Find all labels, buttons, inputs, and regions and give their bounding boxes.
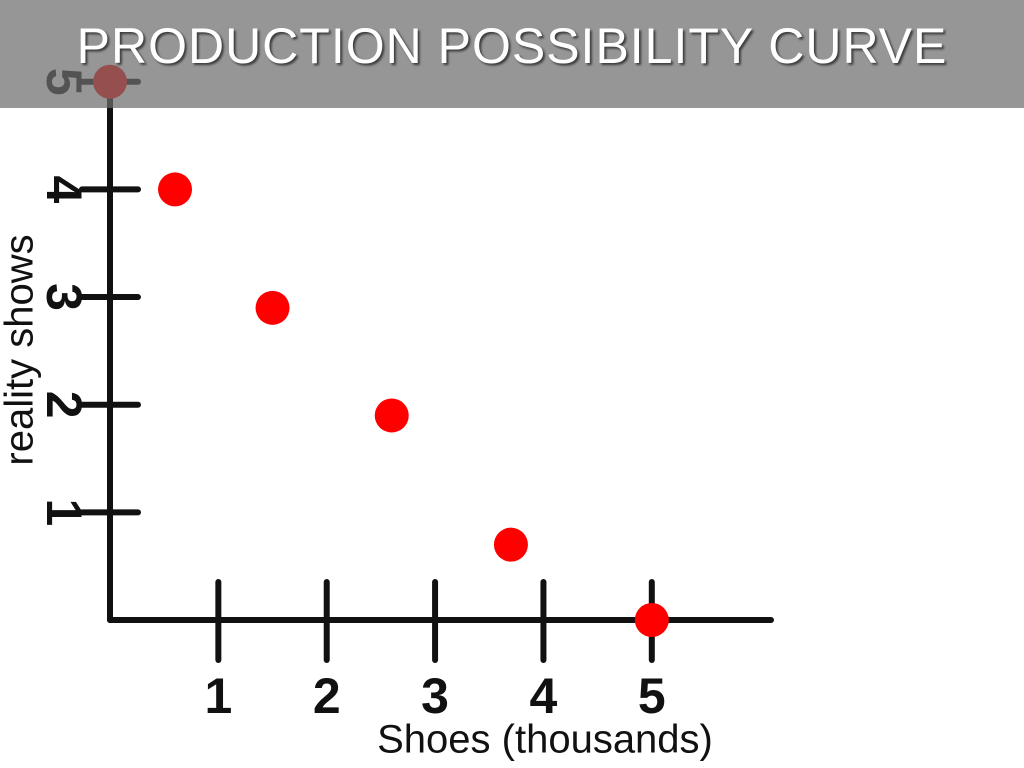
y-tick-label: 1 [36,498,92,526]
x-tick-label: 1 [204,668,232,724]
x-tick-label: 3 [421,668,449,724]
x-tick-label: 4 [530,668,558,724]
point [493,527,528,562]
y-tick-label: 3 [36,283,92,311]
title-band [0,0,1024,108]
y-tick-label: 4 [36,176,92,204]
x-tick-label: 5 [638,668,666,724]
point [634,603,669,637]
point [158,172,193,207]
y-tick-label: 2 [36,391,92,419]
x-tick-label: 2 [313,668,341,724]
slide-title: PRODUCTION POSSIBILITY CURVE [77,18,948,74]
point [255,290,290,325]
y-axis-label: reality shows [0,234,42,465]
plot: 1234512345 [36,64,774,724]
point [374,398,409,433]
x-axis-label: Shoes (thousands) [377,718,713,762]
